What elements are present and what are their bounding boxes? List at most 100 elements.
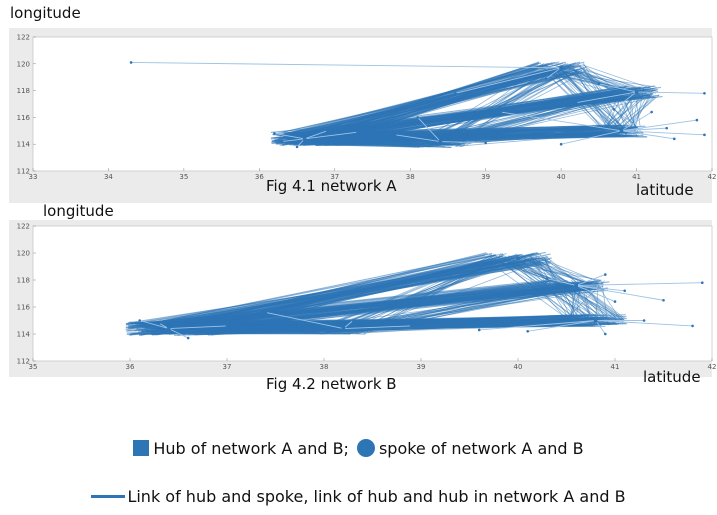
spoke-point <box>597 82 601 86</box>
spoke-link <box>168 328 189 339</box>
hub-link <box>279 72 580 137</box>
plot-2: 35 36 37 38 39 40 41 42 112 114 116 118 120 122 <box>9 220 716 377</box>
bottom-xlabel: latitude <box>643 368 701 386</box>
spoke-point <box>604 332 607 336</box>
spoke-link <box>546 278 577 286</box>
spoke-link <box>636 91 705 94</box>
y-tick-label: 122 <box>17 34 30 42</box>
hub-point <box>341 326 346 331</box>
spoke-link <box>395 134 441 142</box>
spoke-point <box>484 141 487 145</box>
spoke-point <box>264 311 268 314</box>
spoke-link <box>479 320 596 331</box>
x-tick-label: 39 <box>481 173 490 181</box>
spoke-point <box>612 108 616 111</box>
hub-link <box>630 91 632 127</box>
y-tick-label: 116 <box>17 304 31 312</box>
x-tick-label: 38 <box>406 173 415 181</box>
hub-link <box>365 283 563 333</box>
x-tick-label: 36 <box>126 363 135 371</box>
spoke-link <box>304 130 328 140</box>
spoke-link <box>281 138 305 142</box>
spoke-link <box>576 282 703 286</box>
spoke-link <box>343 325 412 330</box>
hub-link <box>544 71 605 132</box>
spoke-link <box>168 325 228 330</box>
spoke-point <box>351 319 355 322</box>
hub-link <box>337 284 604 327</box>
spoke-point <box>623 289 626 293</box>
spoke-point <box>225 324 229 328</box>
hub-link <box>571 288 599 316</box>
spoke-point <box>545 277 549 280</box>
hub-link <box>140 285 576 325</box>
spoke-point <box>604 273 607 276</box>
hub-link <box>529 255 550 291</box>
hub-point <box>438 139 443 144</box>
x-tick-label: 39 <box>417 363 426 371</box>
spoke-point <box>703 91 706 95</box>
link-line-icon <box>91 495 126 498</box>
hub-link <box>447 64 563 142</box>
hub-point <box>516 256 520 261</box>
bottom-caption: Fig 4.2 network B <box>266 375 397 393</box>
spoke-link <box>265 311 344 330</box>
hub-point <box>634 90 639 94</box>
hub-link <box>440 133 600 145</box>
spoke-point <box>410 324 413 328</box>
hub-link <box>324 253 518 335</box>
hub-link <box>535 255 593 285</box>
hub-point <box>302 137 307 141</box>
spoke-link <box>621 130 675 140</box>
spoke-link <box>274 133 305 140</box>
y-tick-label: 120 <box>17 250 30 258</box>
hub-link <box>544 63 605 131</box>
top-xlabel: latitude <box>636 181 694 199</box>
hub-link <box>289 64 542 139</box>
hub-link <box>496 261 602 281</box>
hub-link <box>423 68 579 140</box>
y-tick-label: 114 <box>17 141 31 149</box>
top-caption: Fig 4.1 network A <box>266 177 397 195</box>
spoke-point <box>665 126 669 130</box>
hub-link <box>444 66 571 138</box>
spoke-link <box>545 67 562 79</box>
spoke-point <box>356 130 359 134</box>
hub-link <box>568 67 654 95</box>
spoke-link <box>576 91 637 104</box>
spoke-point <box>273 132 276 135</box>
hub-link <box>420 71 551 139</box>
hub-link <box>604 86 642 128</box>
hub-link <box>585 289 616 317</box>
spoke-point <box>703 133 706 137</box>
spoke-point <box>650 110 653 114</box>
x-tick-label: 36 <box>255 173 264 181</box>
hub-square-icon <box>133 440 150 456</box>
spoke-link <box>595 320 693 327</box>
spoke-link <box>500 111 622 132</box>
hub-link <box>617 94 660 132</box>
hub-link <box>439 127 636 143</box>
spoke-link <box>576 284 616 303</box>
x-tick-label: 37 <box>330 173 339 181</box>
x-tick-label: 41 <box>632 173 641 181</box>
y-tick-label: 120 <box>17 60 30 68</box>
spoke-point <box>526 330 529 333</box>
spoke-link <box>621 111 652 132</box>
spoke-point <box>499 110 503 114</box>
spoke-point <box>672 137 676 141</box>
hub-link <box>140 279 554 324</box>
spoke-link <box>440 141 486 144</box>
spoke-point <box>477 328 481 332</box>
hub-link <box>207 326 339 336</box>
hub-link <box>370 255 495 329</box>
legend-spoke-label: spoke of network A and B <box>378 439 584 458</box>
y-tick-label: 118 <box>17 87 30 95</box>
legend-link-label: Link of hub and spoke, link of hub and h… <box>127 487 626 506</box>
hub-link <box>281 133 437 144</box>
hub-link <box>359 289 572 330</box>
hub-link <box>426 89 658 143</box>
spoke-point <box>393 133 397 137</box>
hub-link <box>142 256 519 326</box>
spoke-circle-icon <box>356 439 375 457</box>
